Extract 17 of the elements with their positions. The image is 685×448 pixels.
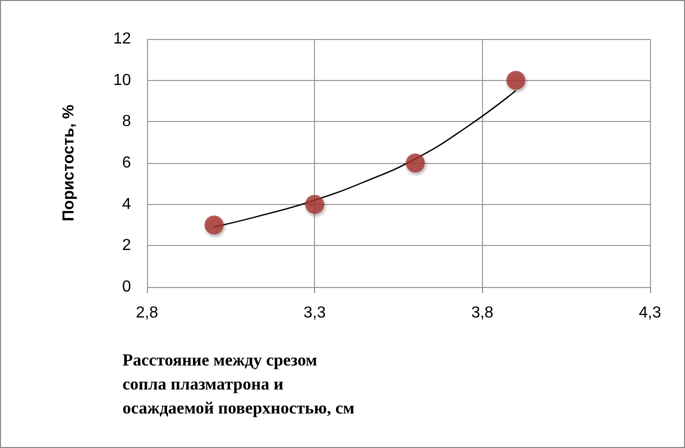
y-axis-title: Пористость, % — [60, 104, 78, 222]
x-axis-title: Расстояние между срезом сопла плазматрона и осаждаемой поверхностью, см — [122, 350, 355, 418]
x-tick-label: 3,8 — [471, 304, 494, 322]
x-tick-label: 4,3 — [638, 304, 662, 322]
y-tick-label: 2 — [122, 237, 132, 254]
point — [506, 70, 526, 90]
x-tick-label: 2,8 — [136, 304, 158, 322]
y-tick-label: 6 — [122, 154, 132, 172]
point — [305, 194, 324, 214]
point — [204, 216, 224, 234]
point — [406, 154, 425, 172]
x-tick-label: 3,3 — [304, 304, 326, 322]
y-tick-label: 10 — [113, 72, 132, 89]
y-tick-label: 12 — [113, 30, 132, 48]
y-tick-label: 4 — [122, 196, 132, 213]
y-tick-label: 0 — [122, 278, 132, 296]
y-tick-label: 8 — [122, 113, 132, 130]
